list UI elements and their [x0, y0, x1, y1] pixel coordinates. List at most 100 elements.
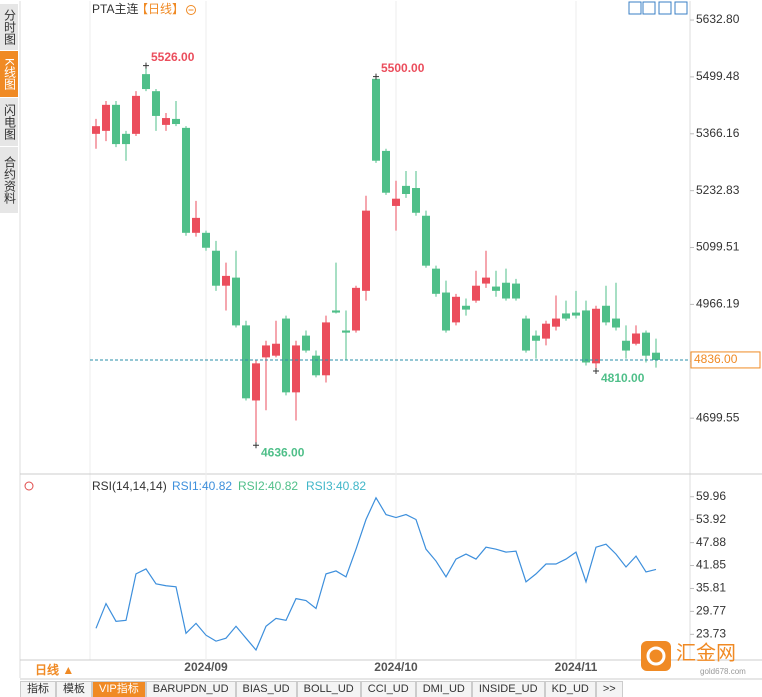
- candle-body: [542, 323, 550, 339]
- x-tick-label: 2024/11: [555, 660, 598, 674]
- candle-body: [232, 277, 240, 326]
- candle-body: [302, 335, 310, 351]
- candle-body: [482, 277, 490, 284]
- candle-body: [642, 332, 650, 356]
- legend-entry: RSI2:40.82: [238, 479, 298, 493]
- logo-sub: gold678.com: [700, 667, 746, 676]
- indicator-tab[interactable]: VIP指标: [92, 681, 146, 697]
- candle-body: [272, 343, 280, 356]
- candle-body: [132, 95, 140, 134]
- extreme-marker: [593, 368, 599, 375]
- candle-body: [92, 126, 100, 134]
- candle-body: [112, 104, 120, 145]
- logo-icon: [641, 641, 671, 671]
- indicator-tab[interactable]: 模板: [56, 681, 92, 697]
- y-tick-label: 5099.51: [696, 240, 740, 254]
- candle-body: [412, 188, 420, 213]
- extreme-label: 5526.00: [151, 50, 195, 64]
- indicator-tabs: 指标 模板 VIP指标 BARUPDN_UD BIAS_UD BOLL_UD CCI_UD D…: [20, 681, 623, 697]
- candle-body: [512, 283, 520, 299]
- candle-body: [442, 292, 450, 331]
- indicator-tab[interactable]: BARUPDN_UD: [145, 681, 236, 697]
- indicator-tab[interactable]: KD_UD: [544, 681, 596, 697]
- candle-body: [402, 185, 410, 194]
- candle-body: [652, 352, 660, 360]
- candle-body: [362, 210, 370, 291]
- candle-body: [352, 287, 360, 331]
- period: 【日线】: [136, 2, 184, 16]
- y-tick-label: 59.96: [696, 489, 726, 503]
- indicator-tab[interactable]: >>: [595, 681, 623, 697]
- candle-body: [562, 313, 570, 319]
- candle-body: [262, 345, 270, 358]
- legend-entry: RSI3:40.82: [306, 479, 366, 493]
- candle-body: [582, 310, 590, 363]
- candle-body: [572, 312, 580, 316]
- y-tick-label: 5632.80: [696, 12, 740, 26]
- candle-body: [522, 318, 530, 351]
- candle-body: [622, 340, 630, 351]
- candle-body: [182, 127, 190, 233]
- candle-body: [162, 118, 170, 125]
- extreme-label: 5500.00: [381, 61, 425, 75]
- candle-body: [222, 275, 230, 286]
- candle-body: [212, 250, 220, 286]
- candle-body: [242, 325, 250, 399]
- legend-entry: RSI1:40.82: [172, 479, 232, 493]
- candle-body: [312, 355, 320, 376]
- tool-icon[interactable]: [642, 1, 656, 15]
- candle-body: [602, 305, 610, 323]
- candle-body: [382, 150, 390, 193]
- candle-body: [202, 232, 210, 248]
- candle-body: [472, 285, 480, 301]
- y-tick-label: 47.88: [696, 535, 726, 549]
- indicator-tab[interactable]: DMI_UD: [415, 681, 472, 697]
- indicator-tab[interactable]: INSIDE_UD: [471, 681, 545, 697]
- zoom-icon[interactable]: [186, 5, 196, 15]
- last-price-label: 4836.00: [694, 352, 738, 366]
- tool-icon[interactable]: [658, 1, 672, 15]
- candle-body: [552, 318, 560, 327]
- x-tick-label: 2024/09: [184, 660, 228, 674]
- logo: 汇金网: [676, 641, 736, 664]
- candle-body: [322, 322, 330, 376]
- candle-body: [282, 318, 290, 393]
- candle-body: [102, 104, 110, 131]
- period-selector[interactable]: 日线 ▲: [35, 662, 74, 677]
- y-tick-label: 53.92: [696, 512, 726, 526]
- indicator-tab[interactable]: 指标: [20, 681, 56, 697]
- candle-body: [632, 333, 640, 344]
- tool-icon[interactable]: [628, 1, 642, 15]
- candle-body: [592, 308, 600, 364]
- tab-flash[interactable]: 闪电图: [0, 98, 18, 147]
- extreme-label: 4636.00: [261, 445, 305, 459]
- last-price-box: [690, 351, 761, 369]
- tab-timeshare[interactable]: 分时图: [0, 4, 18, 51]
- y-tick-label: 5232.83: [696, 183, 740, 197]
- y-tick-label: 35.81: [696, 581, 726, 595]
- indicator-tab[interactable]: CCI_UD: [360, 681, 416, 697]
- candle-body: [452, 296, 460, 323]
- candle-body: [422, 215, 430, 266]
- candle-body: [252, 363, 260, 401]
- settings-icon[interactable]: [24, 481, 34, 491]
- indicator-title: RSI(14,14,14): [92, 479, 167, 493]
- tab-contract[interactable]: 合约资料: [0, 147, 18, 214]
- extreme-marker: [253, 442, 259, 449]
- y-tick-label: 23.73: [696, 627, 726, 641]
- candle-body: [122, 133, 130, 145]
- indicator-tab[interactable]: BIAS_UD: [235, 681, 297, 697]
- candle-body: [612, 318, 620, 328]
- tool-icon[interactable]: [674, 1, 688, 15]
- candle-body: [342, 330, 350, 333]
- tab-kline[interactable]: K线图: [0, 51, 18, 98]
- x-tick-label: 2024/10: [374, 660, 418, 674]
- indicator-tab[interactable]: BOLL_UD: [296, 681, 361, 697]
- candle-body: [372, 78, 380, 161]
- extreme-label: 4810.00: [601, 371, 645, 385]
- logo-icon: [646, 646, 666, 666]
- y-tick-label: 4699.55: [696, 410, 740, 424]
- candle-body: [392, 198, 400, 206]
- candle-body: [432, 268, 440, 294]
